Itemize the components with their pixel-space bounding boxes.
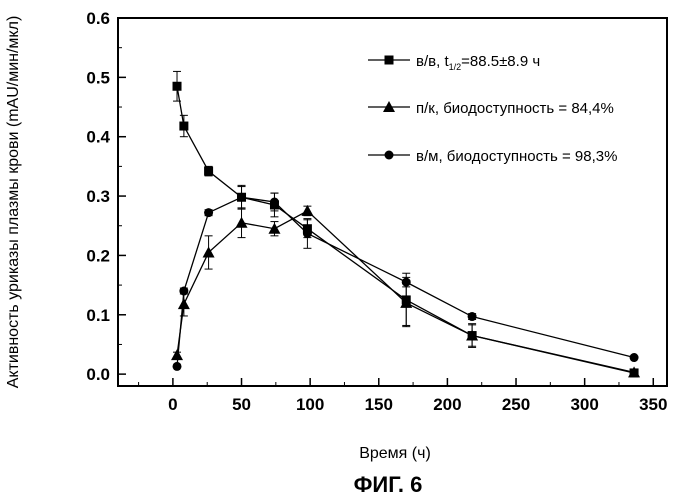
y-axis-title: Активность уриказы плазмы крови (mAU/мин…	[5, 16, 22, 389]
series-circle	[173, 185, 639, 371]
y-tick-label: 0.0	[86, 365, 110, 384]
x-tick-label: 100	[296, 395, 324, 414]
axis-ticks: 0 50 100 150 200 250 300 350 0.0 0.1 0.2 0.3 0.4 0.5 0…	[86, 9, 667, 414]
figure-label: ФИГ. 6	[354, 472, 423, 497]
data-point	[301, 205, 313, 216]
series-line	[177, 86, 634, 373]
legend-label: в/в, t1/2=88.5±8.9 ч	[416, 53, 540, 72]
y-tick-label: 0.5	[86, 68, 110, 87]
data-point	[179, 287, 188, 296]
legend-marker	[385, 56, 394, 65]
x-tick-label: 300	[570, 395, 598, 414]
data-point	[173, 82, 182, 91]
y-tick-label: 0.2	[86, 246, 110, 265]
data-point	[237, 193, 246, 202]
legend-marker	[385, 151, 394, 160]
data-point	[270, 198, 279, 207]
x-tick-label: 200	[433, 395, 461, 414]
data-point	[468, 312, 477, 321]
x-tick-label: 150	[365, 395, 393, 414]
data-point	[173, 362, 182, 371]
data-point	[236, 217, 248, 228]
series-line	[177, 211, 634, 372]
series-layer	[171, 71, 640, 377]
x-tick-label: 250	[502, 395, 530, 414]
y-tick-label: 0.4	[86, 128, 110, 147]
legend-label: в/м, биодоступность = 98,3%	[416, 148, 617, 165]
data-point	[204, 208, 213, 217]
x-tick-label: 50	[232, 395, 251, 414]
data-point	[171, 349, 183, 360]
legend: в/в, t1/2=88.5±8.9 ч п/к, биодоступность …	[368, 53, 617, 165]
data-point	[303, 229, 312, 238]
data-point	[179, 122, 188, 131]
x-tick-label: 350	[639, 395, 667, 414]
series-triangle	[171, 205, 640, 377]
data-point	[204, 167, 213, 176]
legend-label: п/к, биодоступность = 84,4%	[416, 100, 614, 117]
data-point	[402, 278, 411, 287]
x-axis-title: Время (ч)	[359, 445, 431, 462]
y-tick-label: 0.6	[86, 9, 110, 28]
x-tick-label: 0	[168, 395, 177, 414]
data-point	[630, 353, 639, 362]
plot-frame	[118, 18, 667, 386]
y-tick-label: 0.1	[86, 306, 110, 325]
y-tick-label: 0.3	[86, 187, 110, 206]
data-point	[178, 298, 190, 309]
